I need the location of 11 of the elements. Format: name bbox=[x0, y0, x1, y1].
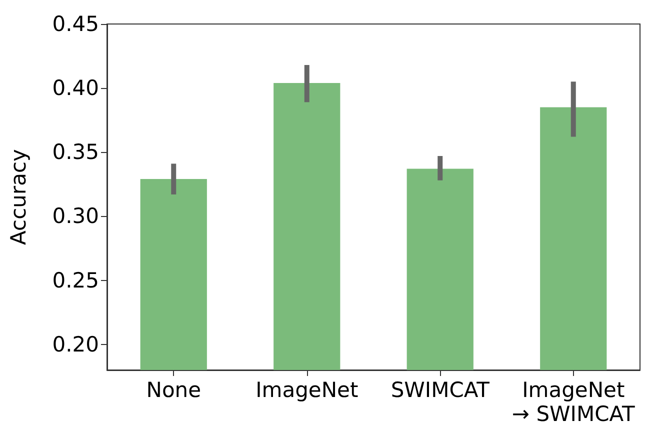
x-tick-label: ImageNet bbox=[256, 378, 358, 402]
y-axis-title: Accuracy bbox=[6, 149, 30, 245]
x-tick-label: None bbox=[146, 378, 202, 402]
x-tick-label: ImageNet → SWIMCAT bbox=[512, 378, 635, 426]
y-tick-label: 0.20 bbox=[52, 332, 99, 356]
y-tick-label: 0.40 bbox=[52, 76, 99, 100]
y-tick-label: 0.30 bbox=[52, 204, 99, 228]
x-tick-label: SWIMCAT bbox=[390, 378, 490, 402]
y-tick-label: 0.25 bbox=[52, 268, 99, 292]
y-tick-label: 0.45 bbox=[52, 12, 99, 36]
y-tick-label: 0.35 bbox=[52, 140, 99, 164]
